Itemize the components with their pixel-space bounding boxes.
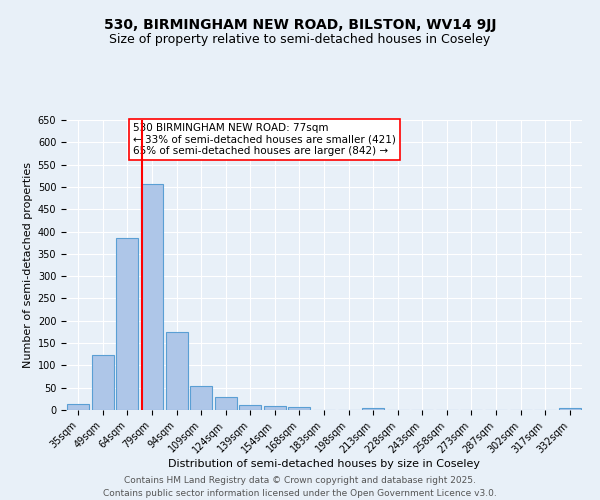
Bar [116, 238, 139, 410]
Bar [166, 332, 188, 410]
Text: Size of property relative to semi-detached houses in Coseley: Size of property relative to semi-detach… [109, 32, 491, 46]
X-axis label: Distribution of semi-detached houses by size in Coseley: Distribution of semi-detached houses by … [168, 459, 480, 469]
Bar [559, 408, 581, 410]
Bar [264, 406, 286, 410]
Bar [239, 404, 262, 410]
Bar [92, 354, 114, 410]
Bar [362, 408, 384, 410]
Text: Contains HM Land Registry data © Crown copyright and database right 2025.
Contai: Contains HM Land Registry data © Crown c… [103, 476, 497, 498]
Bar [215, 397, 237, 410]
Bar [67, 404, 89, 410]
Bar [190, 386, 212, 410]
Bar [289, 408, 310, 410]
Text: 530 BIRMINGHAM NEW ROAD: 77sqm
← 33% of semi-detached houses are smaller (421)
6: 530 BIRMINGHAM NEW ROAD: 77sqm ← 33% of … [133, 123, 396, 156]
Y-axis label: Number of semi-detached properties: Number of semi-detached properties [23, 162, 34, 368]
Text: 530, BIRMINGHAM NEW ROAD, BILSTON, WV14 9JJ: 530, BIRMINGHAM NEW ROAD, BILSTON, WV14 … [104, 18, 496, 32]
Bar [141, 184, 163, 410]
